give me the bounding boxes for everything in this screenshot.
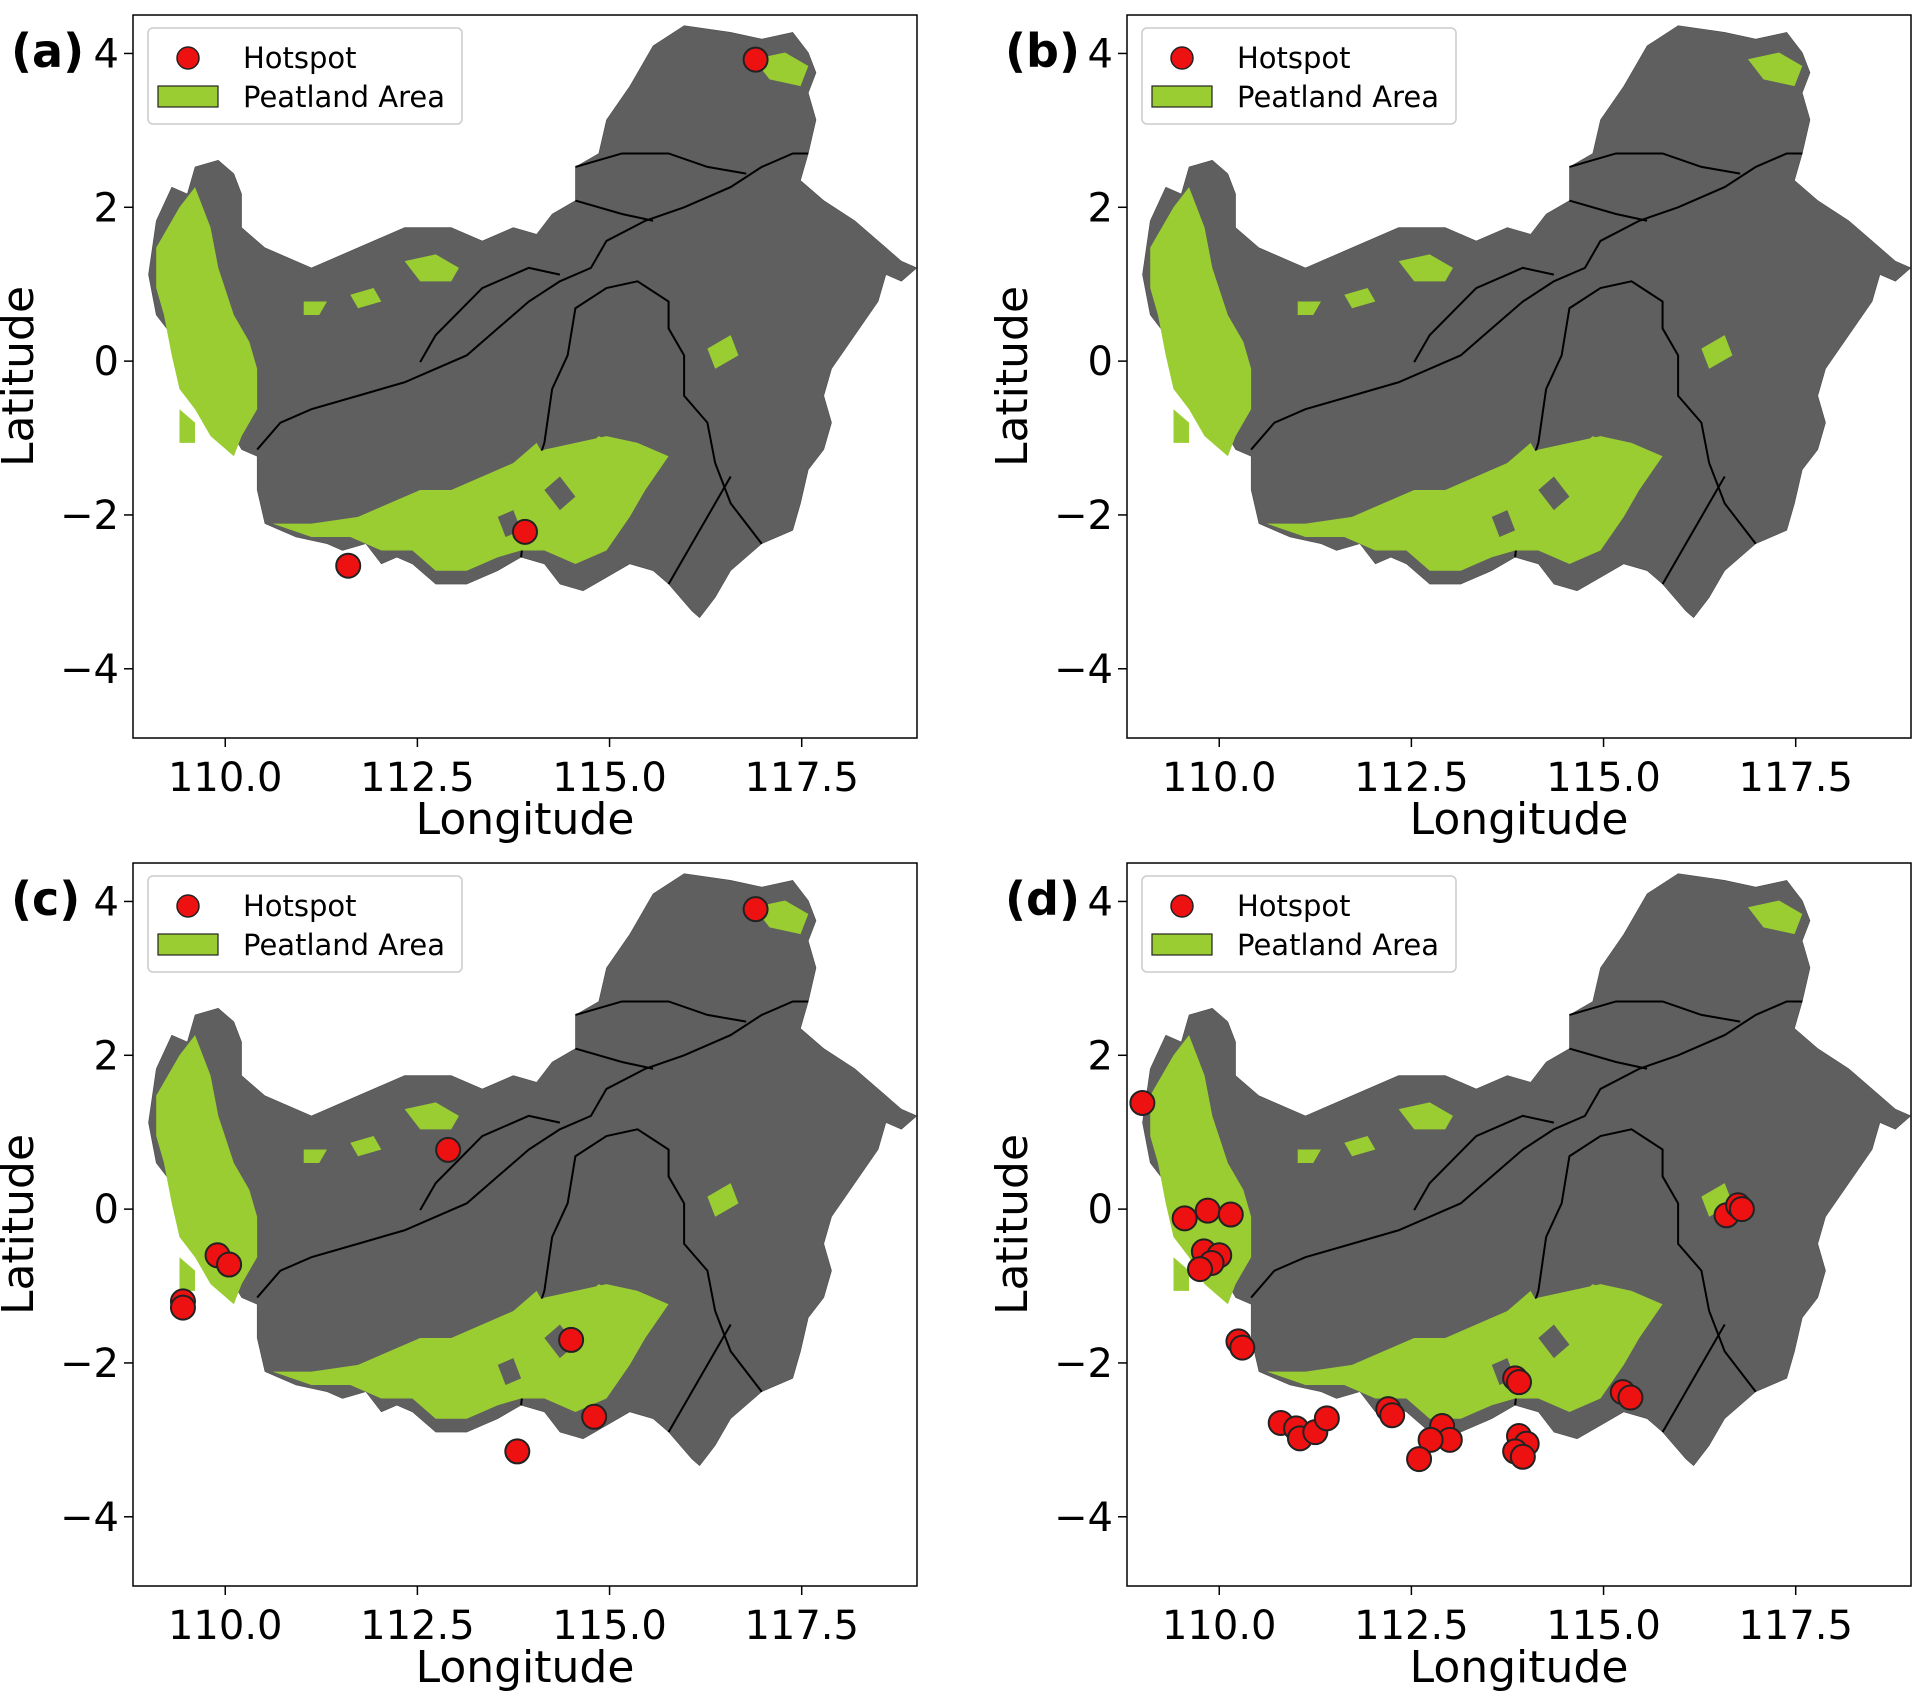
hotspot-point — [1506, 1369, 1532, 1396]
legend-box — [1141, 875, 1457, 973]
y-tick-label: −2 — [1054, 1341, 1113, 1387]
x-tick-label: 112.5 — [1354, 755, 1469, 801]
legend-hotspot-marker — [176, 894, 200, 918]
y-tick-label: 0 — [1088, 1187, 1113, 1233]
hotspot-point — [1187, 1256, 1214, 1283]
x-tick-label: 117.5 — [1738, 1603, 1853, 1649]
hotspot-point — [504, 1438, 531, 1465]
hotspot-point — [581, 1403, 608, 1430]
y-tick-label: −2 — [60, 493, 119, 539]
hotspot-point — [1129, 1089, 1156, 1116]
y-tick-label: 2 — [94, 1033, 119, 1079]
x-tick-label: 110.0 — [1162, 755, 1277, 801]
x-axis-title: Longitude — [416, 1642, 635, 1693]
x-tick-label: 110.0 — [168, 755, 283, 801]
legend-peat-swatch — [157, 85, 219, 108]
legend-peat-swatch — [1151, 85, 1213, 108]
x-tick-label: 110.0 — [1162, 1603, 1277, 1649]
panel-label: (a) — [11, 24, 84, 78]
legend-hotspot-marker — [1170, 894, 1194, 918]
panel-c: 110.0 112.5 115.0 117.5 4 2 0 −2 −4 Longitude Lati… — [0, 862, 918, 1693]
y-tick-label: 4 — [94, 31, 119, 77]
legend-peat-swatch — [1151, 933, 1213, 956]
hotspot-point — [1417, 1426, 1444, 1453]
hotspot-point — [169, 1294, 196, 1321]
x-axis-title: Longitude — [1410, 794, 1629, 845]
y-axis-title: Latitude — [987, 286, 1038, 467]
panel-a: 110.0 112.5 115.0 117.5 4 2 0 −2 −4 Longitude Lati… — [0, 14, 918, 845]
y-tick-label: −4 — [1054, 647, 1113, 693]
y-tick-label: 2 — [1088, 185, 1113, 231]
y-tick-label: −4 — [1054, 1495, 1113, 1541]
hotspot-point — [1509, 1443, 1536, 1470]
y-axis-title: Latitude — [987, 1134, 1038, 1315]
y-tick-label: 0 — [1088, 339, 1113, 385]
panel-d: 110.0 112.5 115.0 117.5 4 2 0 −2 −4 Longitude Lati… — [987, 862, 1912, 1693]
y-tick-label: −2 — [1054, 493, 1113, 539]
panel-label: (d) — [1005, 872, 1080, 926]
hotspot-point — [1313, 1405, 1340, 1432]
legend-peatland-label: Peatland Area — [1237, 80, 1439, 114]
legend-box — [147, 27, 463, 125]
x-axis-title: Longitude — [1410, 1642, 1629, 1693]
x-tick-label: 117.5 — [1738, 755, 1853, 801]
x-tick-label: 110.0 — [168, 1603, 283, 1649]
legend-peatland-label: Peatland Area — [243, 80, 445, 114]
y-tick-label: 2 — [1088, 1033, 1113, 1079]
hotspot-point — [1406, 1446, 1433, 1473]
x-tick-label: 117.5 — [744, 755, 859, 801]
hotspot-point — [335, 552, 362, 579]
y-axis-title: Latitude — [0, 1134, 44, 1315]
x-tick-label: 115.0 — [552, 1603, 667, 1649]
hotspot-point — [1194, 1197, 1221, 1224]
y-tick-label: 4 — [1088, 31, 1113, 77]
panel-b: 110.0 112.5 115.0 117.5 4 2 0 −2 −4 Longitude Lati… — [987, 14, 1912, 845]
legend-hotspot-label: Hotspot — [243, 41, 357, 75]
legend-hotspot-label: Hotspot — [1237, 889, 1351, 923]
y-tick-label: 2 — [94, 185, 119, 231]
hotspot-point — [1617, 1384, 1644, 1411]
panel-label: (b) — [1005, 24, 1080, 78]
y-tick-label: −4 — [60, 1495, 119, 1541]
legend-box — [147, 875, 463, 973]
hotspot-point — [435, 1136, 462, 1163]
x-axis-title: Longitude — [416, 794, 635, 845]
hotspot-point — [742, 896, 769, 923]
hotspot-point — [1171, 1205, 1198, 1232]
x-tick-label: 115.0 — [1546, 1603, 1661, 1649]
y-axis-title: Latitude — [0, 286, 44, 467]
legend-box — [1141, 27, 1457, 125]
x-tick-label: 112.5 — [360, 1603, 475, 1649]
y-tick-label: 0 — [94, 339, 119, 385]
legend-hotspot-marker — [176, 46, 200, 70]
hotspot-point — [1217, 1201, 1244, 1228]
legend-hotspot-marker — [1170, 46, 1194, 70]
x-tick-label: 112.5 — [1354, 1603, 1469, 1649]
legend-peatland-label: Peatland Area — [1237, 928, 1439, 962]
hotspot-point — [558, 1326, 585, 1353]
x-tick-label: 115.0 — [552, 755, 667, 801]
hotspot-point — [742, 46, 769, 73]
y-tick-label: 0 — [94, 1187, 119, 1233]
x-tick-label: 115.0 — [1546, 755, 1661, 801]
y-tick-label: −4 — [60, 647, 119, 693]
x-tick-label: 117.5 — [744, 1603, 859, 1649]
x-tick-label: 112.5 — [360, 755, 475, 801]
hotspot-point — [1728, 1196, 1755, 1223]
legend-hotspot-label: Hotspot — [1237, 41, 1351, 75]
hotspot-point — [1379, 1402, 1406, 1429]
legend-peatland-label: Peatland Area — [243, 928, 445, 962]
y-tick-label: 4 — [94, 879, 119, 925]
y-tick-label: −2 — [60, 1341, 119, 1387]
y-tick-label: 4 — [1088, 879, 1113, 925]
legend-peat-swatch — [157, 933, 219, 956]
panel-label: (c) — [11, 872, 80, 926]
hotspot-point — [512, 518, 538, 545]
legend-hotspot-label: Hotspot — [243, 889, 357, 923]
hotspot-point — [216, 1251, 243, 1278]
hotspot-point — [1229, 1334, 1256, 1361]
